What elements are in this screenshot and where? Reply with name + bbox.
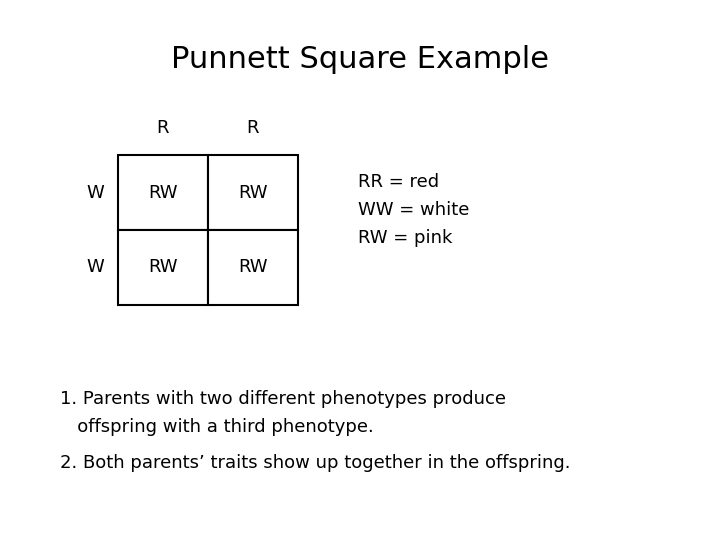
Bar (208, 230, 298, 305)
Text: offspring with a third phenotype.: offspring with a third phenotype. (60, 418, 374, 436)
Text: RW: RW (238, 259, 268, 276)
Bar (118, 155, 208, 230)
Bar (118, 230, 208, 305)
Text: RR = red: RR = red (358, 173, 439, 191)
Text: RW: RW (148, 184, 178, 201)
Text: 2. Both parents’ traits show up together in the offspring.: 2. Both parents’ traits show up together… (60, 454, 570, 472)
Text: RW = pink: RW = pink (358, 229, 452, 247)
Text: W: W (86, 259, 104, 276)
Text: WW = white: WW = white (358, 201, 469, 219)
Text: RW: RW (238, 184, 268, 201)
Text: Punnett Square Example: Punnett Square Example (171, 45, 549, 74)
Text: W: W (86, 184, 104, 201)
Text: R: R (157, 119, 169, 137)
Text: RW: RW (148, 259, 178, 276)
Text: R: R (247, 119, 259, 137)
Text: 1. Parents with two different phenotypes produce: 1. Parents with two different phenotypes… (60, 390, 506, 408)
Bar (208, 155, 298, 230)
